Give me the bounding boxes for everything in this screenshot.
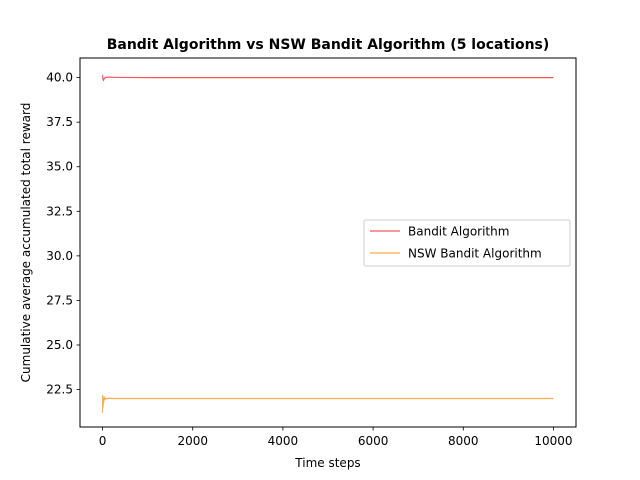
legend: Bandit Algorithm NSW Bandit Algorithm [363, 219, 571, 267]
y-tick-label: 22.5 [46, 383, 73, 397]
x-axis-ticks: 0 2000 4000 6000 8000 10000 [99, 427, 573, 448]
y-tick-label: 37.5 [46, 115, 73, 129]
y-axis-ticks: 22.5 25.0 27.5 30.0 32.5 35.0 37.5 40.0 [46, 71, 80, 397]
y-axis-label: Cumulative average accumulated total rew… [19, 103, 33, 383]
y-tick-label: 25.0 [46, 338, 73, 352]
series-line-1 [101, 394, 554, 413]
legend-label-nsw-bandit: NSW Bandit Algorithm [408, 247, 542, 261]
series-layer [101, 74, 554, 413]
x-axis-label: Time steps [294, 456, 360, 470]
x-tick-label: 0 [99, 434, 107, 448]
y-tick-label: 27.5 [46, 293, 73, 307]
x-tick-label: 4000 [268, 434, 299, 448]
y-tick-label: 35.0 [46, 160, 73, 174]
x-tick-label: 10000 [534, 434, 572, 448]
plot-area: 0 2000 4000 6000 8000 10000 22.5 25.0 27.5 30.0 3… [46, 57, 577, 448]
y-tick-label: 32.5 [46, 204, 73, 218]
y-tick-label: 40.0 [46, 71, 73, 85]
x-tick-label: 6000 [358, 434, 389, 448]
x-tick-label: 2000 [177, 434, 208, 448]
chart-title: Bandit Algorithm vs NSW Bandit Algorithm… [107, 37, 550, 53]
legend-box [363, 219, 571, 267]
legend-label-bandit: Bandit Algorithm [408, 225, 509, 239]
x-tick-label: 8000 [448, 434, 479, 448]
y-tick-label: 30.0 [46, 249, 73, 263]
plot-frame [79, 57, 577, 428]
series-line-0 [101, 74, 554, 82]
